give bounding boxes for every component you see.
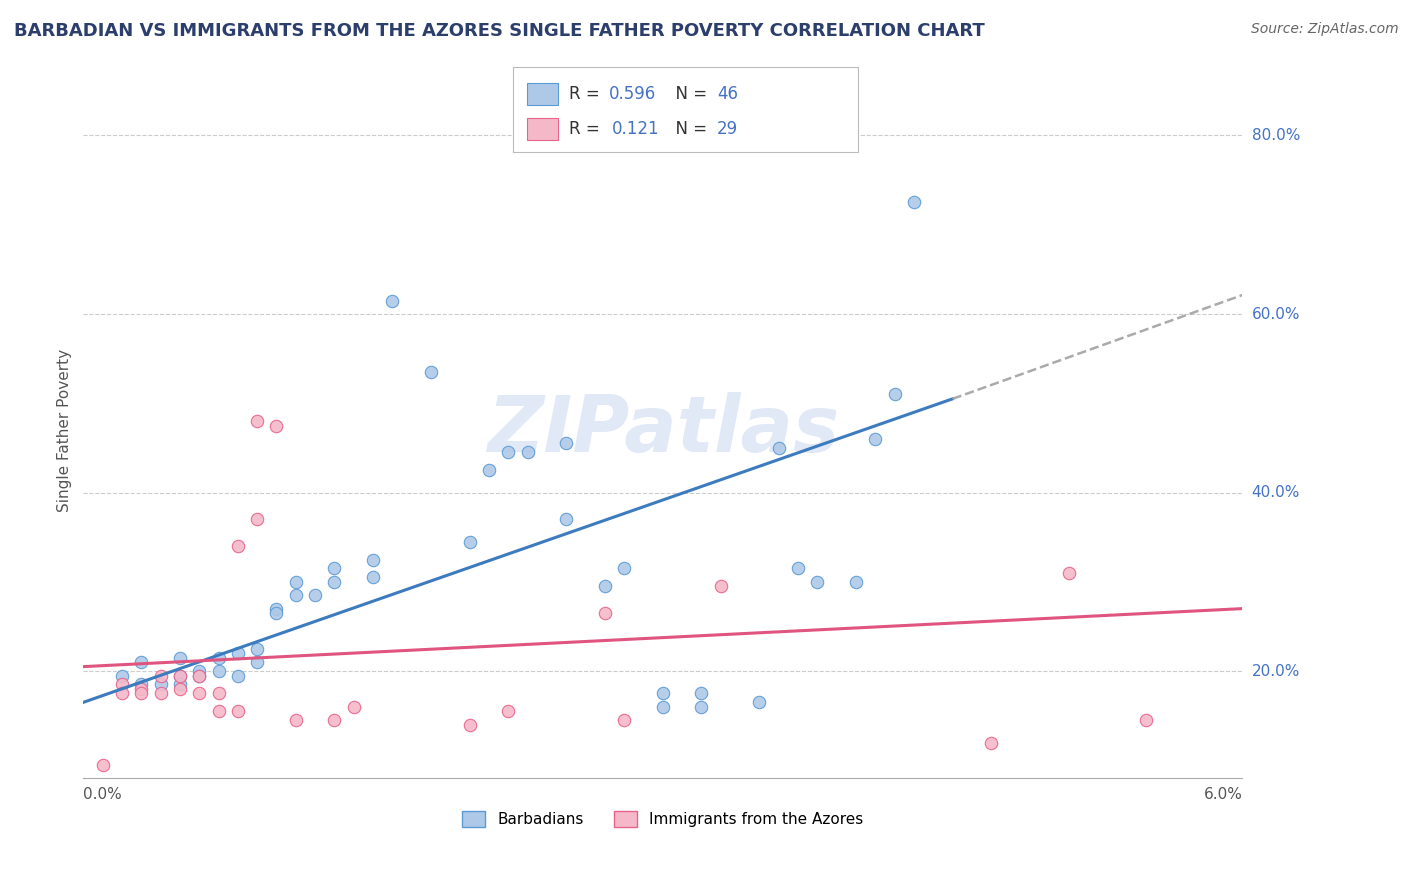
Point <box>845 574 868 589</box>
Point <box>458 717 481 731</box>
Point <box>246 655 269 669</box>
Text: 0.121: 0.121 <box>612 120 659 138</box>
Text: 46: 46 <box>717 85 738 103</box>
Point <box>129 677 152 691</box>
Point <box>129 686 152 700</box>
Point <box>226 704 249 718</box>
Text: ZIPatlas: ZIPatlas <box>486 392 839 468</box>
Point <box>361 552 384 566</box>
Point <box>420 365 443 379</box>
Legend: Barbadians, Immigrants from the Azores: Barbadians, Immigrants from the Azores <box>456 805 870 833</box>
Point <box>188 668 211 682</box>
Point <box>458 534 481 549</box>
Point <box>188 686 211 700</box>
Point <box>246 512 269 526</box>
Point <box>498 445 520 459</box>
Point <box>323 561 346 575</box>
Point <box>129 655 152 669</box>
Point <box>226 668 249 682</box>
Point <box>169 668 191 682</box>
Point <box>613 561 636 575</box>
Point <box>593 606 616 620</box>
Point <box>149 686 172 700</box>
Point <box>149 677 172 691</box>
Text: 80.0%: 80.0% <box>1251 128 1301 143</box>
Point <box>865 432 887 446</box>
Text: 29: 29 <box>717 120 738 138</box>
Text: BARBADIAN VS IMMIGRANTS FROM THE AZORES SINGLE FATHER POVERTY CORRELATION CHART: BARBADIAN VS IMMIGRANTS FROM THE AZORES … <box>14 22 984 40</box>
Point <box>246 414 269 428</box>
Point <box>111 668 134 682</box>
Text: 20.0%: 20.0% <box>1251 664 1301 679</box>
Point <box>207 664 229 678</box>
Text: Source: ZipAtlas.com: Source: ZipAtlas.com <box>1251 22 1399 37</box>
Point <box>787 561 810 575</box>
Point <box>361 570 384 584</box>
Point <box>111 677 134 691</box>
Point <box>980 735 1002 749</box>
Point <box>613 713 636 727</box>
Point <box>284 588 307 602</box>
Point <box>1057 566 1080 580</box>
Text: R =: R = <box>569 85 606 103</box>
Point <box>651 686 673 700</box>
Point <box>169 668 191 682</box>
Point <box>343 699 366 714</box>
Point <box>690 686 713 700</box>
Point <box>381 293 404 308</box>
Point <box>748 695 770 709</box>
Point <box>1135 713 1157 727</box>
Point <box>169 677 191 691</box>
Text: R =: R = <box>569 120 610 138</box>
Point <box>188 664 211 678</box>
Point <box>129 681 152 696</box>
Text: N =: N = <box>665 85 713 103</box>
Point <box>284 713 307 727</box>
Point <box>266 606 288 620</box>
Text: N =: N = <box>665 120 713 138</box>
Point <box>516 445 538 459</box>
Point <box>651 699 673 714</box>
Point <box>207 650 229 665</box>
Point <box>266 601 288 615</box>
Point <box>207 704 229 718</box>
Point <box>169 650 191 665</box>
Point <box>478 463 501 477</box>
Point <box>323 574 346 589</box>
Point <box>768 441 790 455</box>
Point <box>246 641 269 656</box>
Point <box>323 713 346 727</box>
Point <box>690 699 713 714</box>
Point <box>169 681 191 696</box>
Point <box>710 579 733 593</box>
Point <box>91 757 114 772</box>
Point <box>304 588 326 602</box>
Text: 6.0%: 6.0% <box>1204 787 1243 802</box>
Point <box>207 686 229 700</box>
Y-axis label: Single Father Poverty: Single Father Poverty <box>58 349 72 512</box>
Point <box>266 418 288 433</box>
Text: 40.0%: 40.0% <box>1251 485 1301 500</box>
Point <box>593 579 616 593</box>
Point <box>111 686 134 700</box>
Point <box>226 646 249 660</box>
Point <box>226 539 249 553</box>
Point <box>555 436 578 450</box>
Point <box>555 512 578 526</box>
Text: 0.0%: 0.0% <box>83 787 122 802</box>
Point <box>188 668 211 682</box>
Text: 60.0%: 60.0% <box>1251 307 1301 321</box>
Point <box>498 704 520 718</box>
Point <box>806 574 828 589</box>
Point <box>149 668 172 682</box>
Point <box>903 195 925 210</box>
Point <box>883 387 905 401</box>
Point <box>284 574 307 589</box>
Text: 0.596: 0.596 <box>609 85 657 103</box>
